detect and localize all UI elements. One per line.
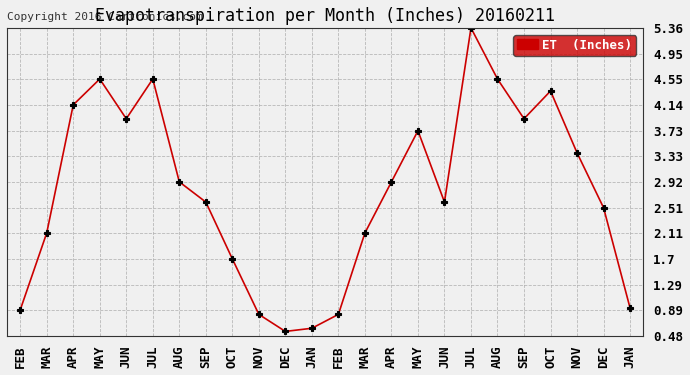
Legend: ET  (Inches): ET (Inches) <box>513 35 636 56</box>
Title: Evapotranspiration per Month (Inches) 20160211: Evapotranspiration per Month (Inches) 20… <box>95 7 555 25</box>
Text: Copyright 2016 Cartronics.com: Copyright 2016 Cartronics.com <box>7 12 203 22</box>
